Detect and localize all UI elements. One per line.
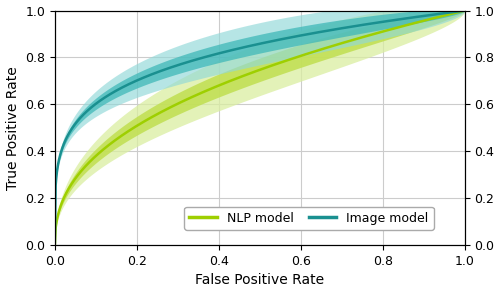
X-axis label: False Positive Rate: False Positive Rate (195, 273, 324, 287)
Legend: NLP model, Image model: NLP model, Image model (184, 207, 434, 229)
Y-axis label: True Positive Rate: True Positive Rate (6, 66, 20, 190)
